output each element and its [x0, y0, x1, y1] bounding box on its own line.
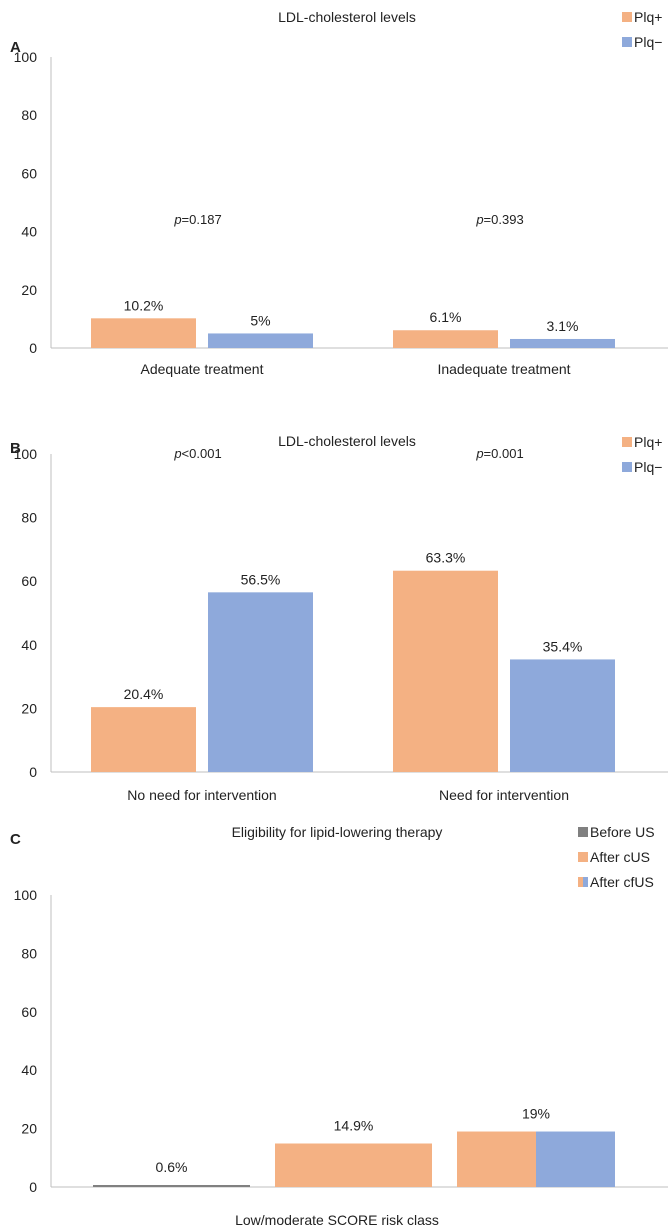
x-category-label: Inadequate treatment	[437, 361, 570, 377]
chart-title: Eligibility for lipid-lowering therapy	[232, 824, 443, 840]
chart-a: A LDL-cholesterol levels 0 20 40 60 80 100 Plq+ P…	[10, 9, 668, 377]
data-label: 35.4%	[543, 638, 583, 654]
y-tick-label: 0	[29, 764, 37, 780]
chart-b: B LDL-cholesterol levels 0 20 40 60 80 100 Plq+ P…	[10, 433, 668, 803]
x-category-label: No need for intervention	[127, 787, 276, 803]
legend-label: Plq+	[634, 434, 662, 450]
chart-c: C Eligibility for lipid-lowering therapy 0…	[10, 824, 668, 1227]
bar	[91, 707, 196, 772]
bar	[393, 330, 498, 348]
bar	[93, 1185, 250, 1187]
legend-swatch	[578, 852, 588, 862]
x-category-label: Adequate treatment	[141, 361, 264, 377]
bar	[275, 1143, 432, 1187]
x-category-label: Low/moderate SCORE risk class	[235, 1212, 439, 1227]
data-label: 63.3%	[426, 550, 466, 566]
data-label: 56.5%	[241, 571, 281, 587]
y-tick-label: 60	[21, 165, 37, 181]
y-tick-label: 20	[21, 282, 37, 298]
y-tick-label: 20	[21, 700, 37, 716]
y-tick-label: 100	[14, 887, 38, 903]
p-value-annotation: p=0.187	[173, 212, 221, 227]
y-tick-label: 100	[14, 446, 38, 462]
y-tick-label: 80	[21, 107, 37, 123]
legend-label: Before US	[590, 824, 655, 840]
data-label: 14.9%	[334, 1117, 374, 1133]
chart-title: LDL-cholesterol levels	[278, 9, 416, 25]
data-label: 10.2%	[124, 297, 164, 313]
data-label: 5%	[250, 312, 270, 328]
y-tick-label: 80	[21, 510, 37, 526]
y-tick-label: 60	[21, 573, 37, 589]
panel-label: A	[10, 39, 21, 56]
bar	[208, 333, 313, 348]
panel-a: A LDL-cholesterol levels 0 20 40 60 80 100 Plq+ P…	[0, 0, 670, 395]
y-tick-label: 40	[21, 224, 37, 240]
panel-c: C Eligibility for lipid-lowering therapy 0…	[0, 815, 670, 1227]
bar	[91, 318, 196, 348]
panel-b: B LDL-cholesterol levels 0 20 40 60 80 100 Plq+ P…	[0, 395, 670, 815]
legend-swatch	[622, 37, 632, 47]
bar	[510, 338, 615, 348]
legend-label: After cfUS	[590, 874, 654, 890]
legend-swatch	[583, 877, 588, 887]
legend-label: Plq−	[634, 34, 662, 50]
panel-label: C	[10, 831, 21, 848]
legend-label: Plq+	[634, 9, 662, 25]
data-label: 19%	[522, 1106, 550, 1122]
p-value-annotation: p=0.001	[475, 446, 523, 461]
p-value-annotation: p=0.393	[475, 212, 523, 227]
x-category-label: Need for intervention	[439, 787, 569, 803]
data-label: 0.6%	[156, 1159, 188, 1175]
legend-swatch	[578, 877, 583, 887]
legend-label: Plq−	[634, 459, 662, 475]
bar	[457, 1131, 536, 1187]
legend-swatch	[622, 462, 632, 472]
chart-title: LDL-cholesterol levels	[278, 433, 416, 449]
bar	[393, 570, 498, 772]
bar	[208, 592, 313, 772]
legend-swatch	[622, 12, 632, 22]
legend-swatch	[578, 827, 588, 837]
data-label: 3.1%	[547, 318, 579, 334]
y-tick-label: 100	[14, 49, 38, 65]
bar	[510, 659, 615, 772]
y-tick-label: 0	[29, 1179, 37, 1195]
y-tick-label: 0	[29, 340, 37, 356]
data-label: 6.1%	[430, 309, 462, 325]
y-tick-label: 20	[21, 1121, 37, 1137]
y-tick-label: 40	[21, 1062, 37, 1078]
y-tick-label: 60	[21, 1004, 37, 1020]
data-label: 20.4%	[124, 686, 164, 702]
panel-label: B	[10, 440, 21, 457]
legend-swatch	[622, 437, 632, 447]
p-value-annotation: p<0.001	[173, 446, 221, 461]
y-tick-label: 80	[21, 945, 37, 961]
bar	[536, 1131, 615, 1187]
y-tick-label: 40	[21, 637, 37, 653]
legend-label: After cUS	[590, 849, 650, 865]
